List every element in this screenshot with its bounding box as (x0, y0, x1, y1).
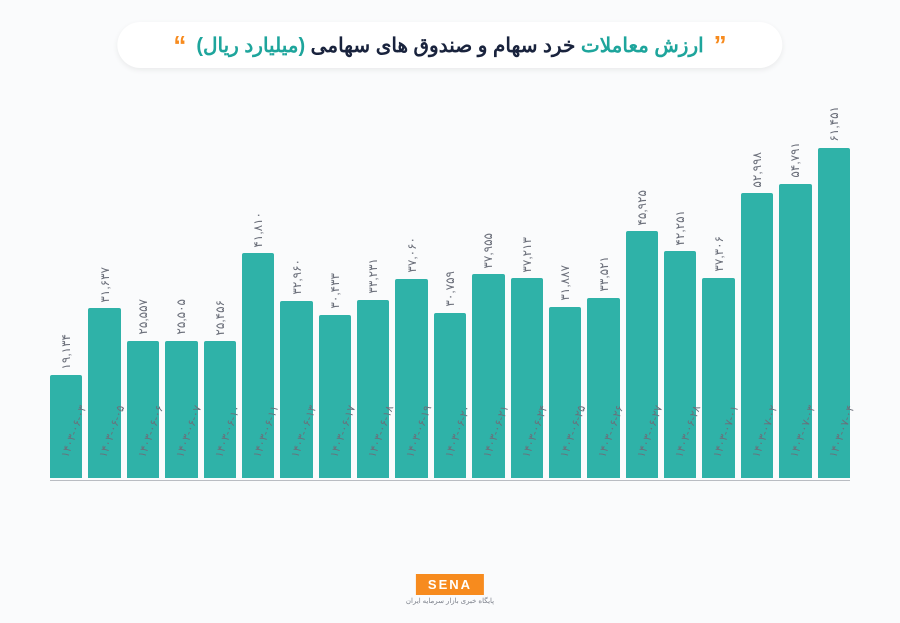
quote-close-icon: “ (173, 32, 186, 58)
bar-value-label: ۴۲,۲۵۱ (673, 210, 687, 246)
chart-title: ارزش معاملات خرد سهام و صندوق های سهامی … (196, 33, 703, 58)
x-axis: ۱۴۰۳-۰۶-۰۳۱۴۰۳-۰۶-۰۵۱۴۰۳-۰۶-۰۶۱۴۰۳-۰۶-۰۷… (50, 480, 850, 571)
bar-value-label: ۳۳,۵۲۱ (597, 256, 611, 292)
logo-subtitle: پایگاه خبری بازار سرمایه ایران (406, 597, 494, 605)
bar-value-label: ۳۷,۰۶۰ (405, 237, 419, 273)
bar-value-label: ۵۲,۹۹۸ (750, 152, 764, 188)
bar-value-label: ۳۷,۲۱۳ (520, 237, 534, 273)
bar-value-label: ۳۰,۴۳۳ (328, 273, 342, 309)
bar-value-label: ۳۱,۶۳۷ (98, 267, 112, 303)
quote-open-icon: ” (714, 32, 727, 58)
title-part3: (میلیارد ریال) (196, 35, 305, 57)
bar-value-label: ۳۷,۳۰۶ (712, 236, 726, 272)
bar-value-label: ۱۹,۱۳۴ (59, 334, 73, 370)
bar-value-label: ۳۷,۹۵۵ (481, 233, 495, 269)
bar-value-label: ۳۰,۷۵۹ (443, 271, 457, 307)
footer-logo: SENA پایگاه خبری بازار سرمایه ایران (406, 574, 494, 605)
title-part1: ارزش معاملات (581, 35, 704, 57)
bar-value-label: ۶۱,۴۵۱ (827, 106, 841, 142)
title-part2: خرد سهام و صندوق های سهامی (305, 35, 581, 57)
bar-value-label: ۳۳,۲۳۱ (366, 258, 380, 294)
chart-title-bar: ” ارزش معاملات خرد سهام و صندوق های سهام… (117, 22, 782, 68)
bar-value-label: ۴۱,۸۱۰ (251, 212, 265, 248)
bar-value-label: ۲۵,۵۵۷ (136, 299, 150, 335)
bar-value-label: ۴۵,۹۲۵ (635, 190, 649, 226)
logo-badge: SENA (416, 574, 484, 595)
bar-value-label: ۳۲,۹۶۰ (290, 259, 304, 295)
bar-value-label: ۵۴,۷۹۱ (788, 142, 802, 178)
bar-value-label: ۳۱,۸۸۷ (558, 265, 572, 301)
bar-value-label: ۲۵,۴۵۶ (213, 300, 227, 336)
bar-value-label: ۲۵,۵۰۵ (174, 299, 188, 335)
